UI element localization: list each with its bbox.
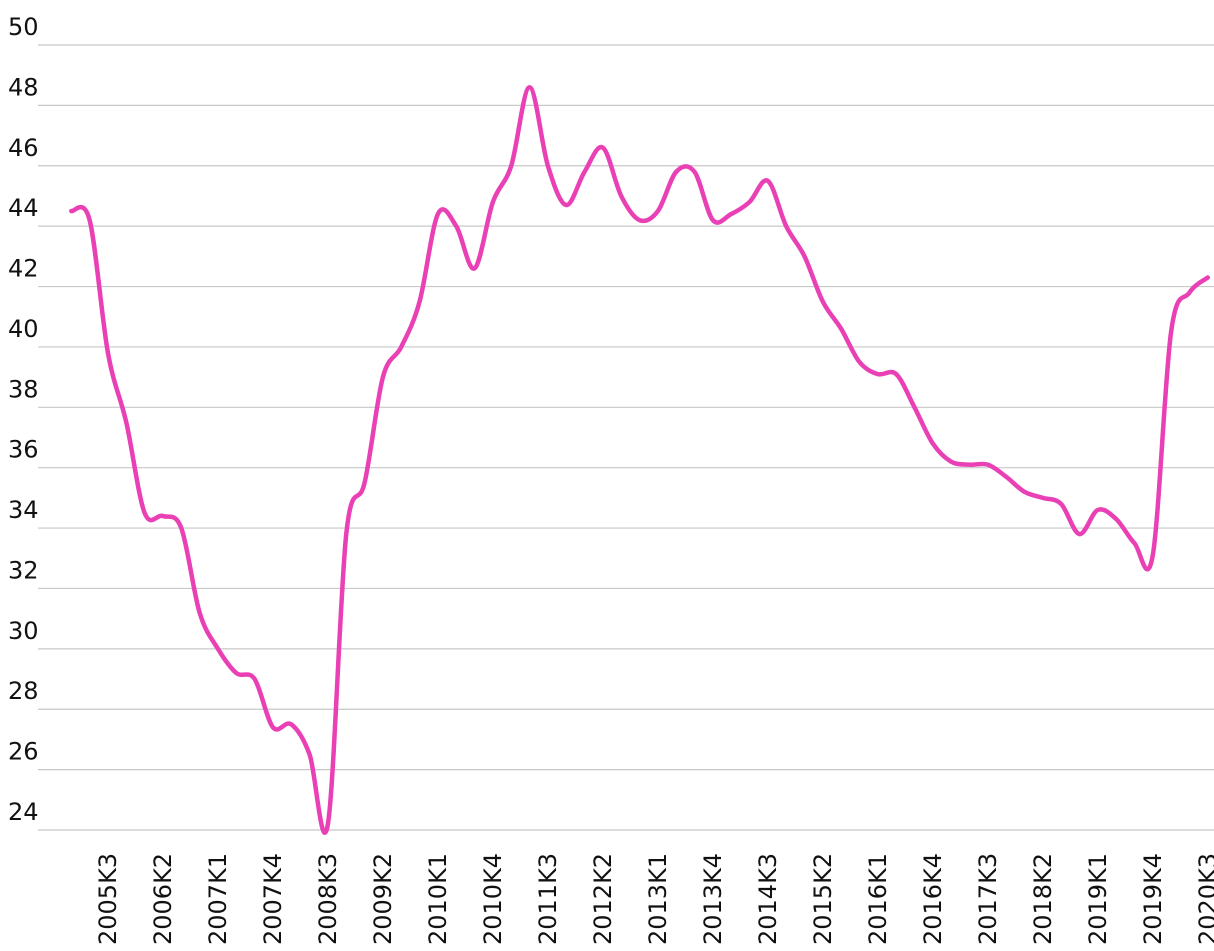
x-tick-label: 2014K3 [754,853,782,945]
x-tick-label: 2017K3 [974,853,1002,945]
x-tick-label: 2016K1 [864,853,892,945]
x-tick-label: 2019K4 [1139,853,1167,945]
y-tick-label: 32 [8,556,39,584]
x-tick-label: 2020K3 [1194,853,1214,945]
x-tick-label: 2010K1 [424,853,452,945]
y-tick-label: 40 [8,315,39,343]
x-tick-label: 2006K2 [149,853,177,945]
x-tick-label: 2019K1 [1084,853,1112,945]
y-tick-label: 50 [8,13,39,41]
x-tick-label: 2009K2 [369,853,397,945]
x-tick-label: 2015K2 [809,853,837,945]
y-tick-label: 38 [8,375,39,403]
x-tick-label: 2013K1 [644,853,672,945]
x-tick-label: 2007K4 [259,853,287,945]
y-tick-label: 36 [8,436,39,464]
x-tick-label: 2007K1 [204,853,232,945]
y-tick-label: 30 [8,617,39,645]
x-tick-label: 2005K3 [94,853,122,945]
x-tick-label: 2012K2 [589,853,617,945]
y-tick-label: 28 [8,677,39,705]
y-tick-label: 26 [8,738,39,766]
y-tick-label: 48 [8,73,39,101]
x-tick-label: 2010K4 [479,853,507,945]
y-tick-label: 46 [8,134,39,162]
x-tick-label: 2008K3 [314,853,342,945]
x-tick-label: 2011K3 [534,853,562,945]
x-tick-label: 2013K4 [699,853,727,945]
y-tick-label: 24 [8,798,39,826]
y-tick-label: 34 [8,496,39,524]
x-tick-label: 2016K4 [919,853,947,945]
x-tick-label: 2018K2 [1029,853,1057,945]
y-tick-label: 44 [8,194,39,222]
y-tick-label: 42 [8,255,39,283]
line-series [69,85,1211,835]
